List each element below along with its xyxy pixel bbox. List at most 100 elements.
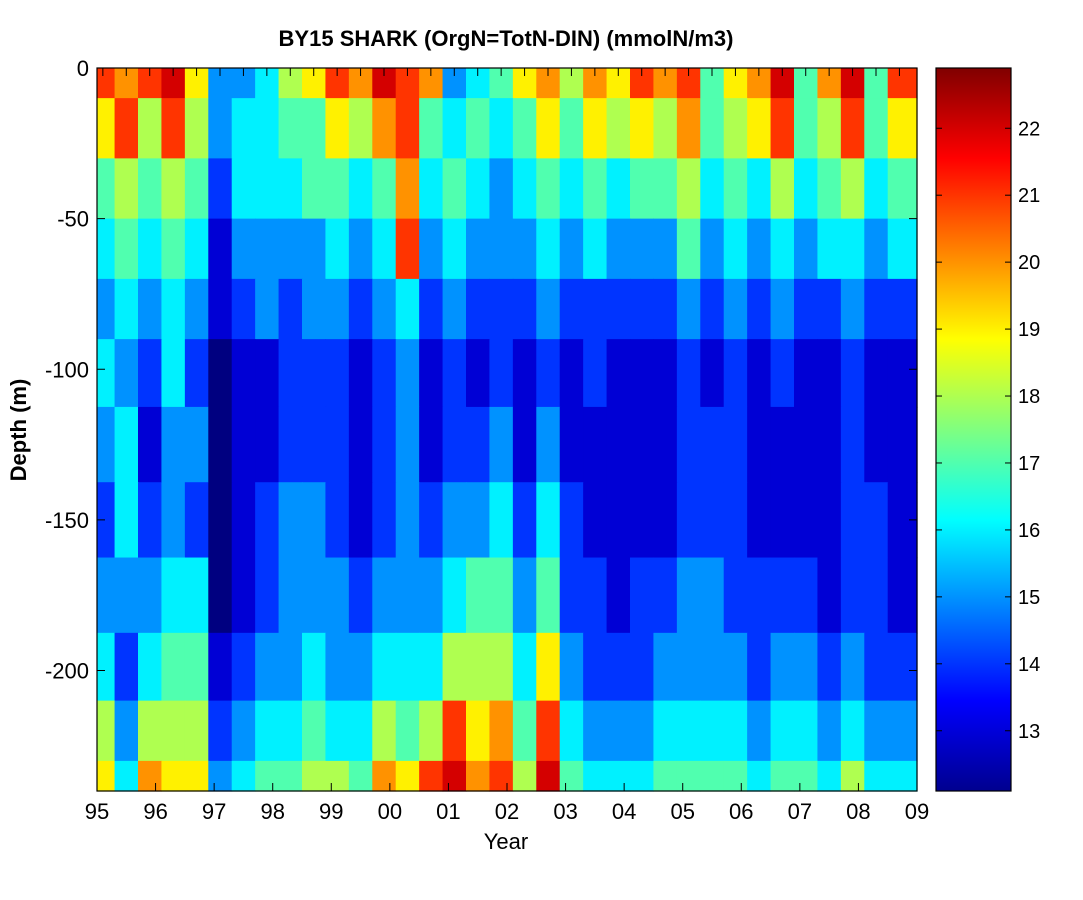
contour-cell [489, 278, 514, 340]
contour-cell [278, 482, 303, 559]
contour-cell [653, 700, 678, 762]
contour-cell [606, 482, 631, 559]
contour-cell [606, 557, 631, 634]
contour-cell [466, 278, 491, 340]
contour-cell [840, 557, 865, 634]
contour-cell [676, 760, 701, 792]
contour-cell [255, 278, 280, 340]
contour-cell [747, 278, 772, 340]
contour-cell [817, 482, 842, 559]
sampling-ticks [102, 68, 900, 76]
contour-cell [97, 158, 116, 220]
contour-cell [583, 98, 608, 159]
contour-cell [840, 98, 865, 159]
contour-cell [325, 406, 350, 483]
contour-cell [442, 700, 467, 762]
contour-cell [442, 557, 467, 634]
contour-cell [255, 218, 280, 280]
contour-cell [489, 482, 514, 559]
contour-cell [747, 339, 772, 408]
contour-cell [840, 158, 865, 220]
contour-cell [536, 482, 561, 559]
contour-cell [138, 339, 163, 408]
contour-cell [419, 760, 444, 792]
contour-cell [630, 632, 655, 702]
contour-cell [302, 632, 327, 702]
contour-cell [840, 632, 865, 702]
contour-cell [770, 632, 795, 702]
contour-cell [278, 339, 303, 408]
contour-cell [278, 632, 303, 702]
contour-cell [161, 406, 186, 483]
contour-cell [419, 158, 444, 220]
colorbar-tick-label: 19 [1018, 319, 1040, 341]
contour-cell [512, 158, 537, 220]
contour-cell [536, 760, 561, 792]
contour-cell [372, 760, 397, 792]
contour-cell [231, 700, 256, 762]
contour-cell [372, 632, 397, 702]
x-tick-label: 00 [378, 799, 402, 824]
contour-cell [770, 482, 795, 559]
contour-cell [676, 482, 701, 559]
contour-cell [817, 760, 842, 792]
contour-cell [348, 557, 373, 634]
contour-cell [466, 700, 491, 762]
contour-cell [466, 632, 491, 702]
contour-cell [184, 158, 209, 220]
contour-cell [606, 632, 631, 702]
contour-cell [97, 406, 116, 483]
contour-cell [817, 339, 842, 408]
contour-cell [606, 278, 631, 340]
contour-cell [278, 158, 303, 220]
contour-cell [442, 158, 467, 220]
contour-cell [559, 482, 584, 559]
contour-cell [700, 158, 725, 220]
contour-cell [747, 98, 772, 159]
contour-cell [114, 632, 139, 702]
contour-cell [723, 339, 748, 408]
contour-cell [817, 700, 842, 762]
y-tick-label: -150 [45, 508, 89, 533]
contour-cell [864, 760, 889, 792]
contour-cell [864, 158, 889, 220]
contour-cell [864, 98, 889, 159]
contour-cell [583, 557, 608, 634]
contour-cell [770, 98, 795, 159]
contour-cell [864, 632, 889, 702]
contour-cell [864, 339, 889, 408]
contour-cell [770, 218, 795, 280]
contour-cell [559, 700, 584, 762]
contour-cell [653, 482, 678, 559]
contour-cell [512, 339, 537, 408]
contour-cell [840, 218, 865, 280]
contour-cell [348, 760, 373, 792]
contour-cell [348, 98, 373, 159]
contour-cell [559, 632, 584, 702]
contour-cell [208, 339, 233, 408]
contour-cell [489, 98, 514, 159]
contour-cell [325, 218, 350, 280]
contour-cell [184, 482, 209, 559]
contour-cell [466, 406, 491, 483]
contour-cell [700, 339, 725, 408]
contour-cell [372, 557, 397, 634]
contour-cell [325, 482, 350, 559]
contour-cell [184, 700, 209, 762]
contour-cell [114, 98, 139, 159]
x-axis: 95 96 97 98 99 00 01 02 03 04 05 06 07 08 09 [85, 783, 929, 824]
contour-cell [372, 278, 397, 340]
contour-cell [747, 158, 772, 220]
contour-cell [864, 218, 889, 280]
contour-cell [442, 339, 467, 408]
contour-cell [817, 158, 842, 220]
contour-cell [583, 406, 608, 483]
contour-cell [887, 632, 918, 702]
contour-cell [231, 158, 256, 220]
contour-cell [676, 632, 701, 702]
contour-cell [419, 218, 444, 280]
contour-cell [161, 557, 186, 634]
contour-cell [559, 218, 584, 280]
contour-cell [395, 760, 420, 792]
contour-cell [466, 158, 491, 220]
